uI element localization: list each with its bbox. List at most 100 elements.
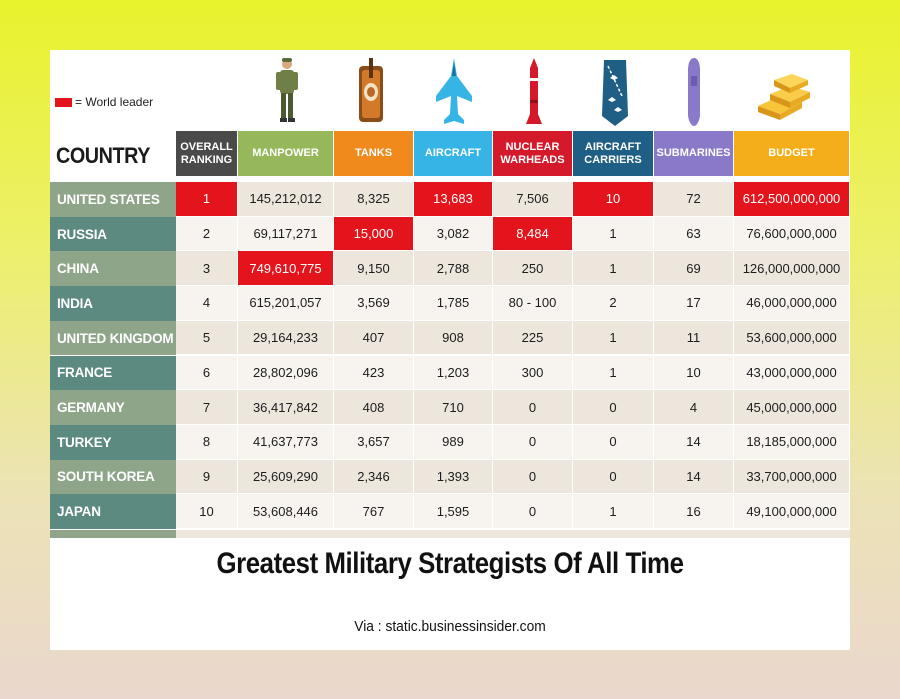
cell-budget: 53,600,000,000: [734, 320, 850, 356]
strip-name-part: [50, 530, 176, 538]
cell-aircraft: 908: [414, 320, 493, 356]
legend-swatch: [55, 97, 72, 107]
cell-carriers: 1: [573, 494, 654, 529]
cell-rank: 3: [176, 251, 238, 287]
cell-tanks: 408: [334, 390, 414, 425]
cell-rank: 8: [176, 424, 238, 460]
cell-aircraft: 989: [414, 424, 493, 460]
cell-tanks: 9,150: [334, 251, 414, 287]
column-header-manpower: MANPOWER: [238, 131, 334, 176]
legend: = World leader: [55, 95, 153, 109]
country-name: UNITED STATES: [50, 182, 176, 217]
tank-icon: [359, 58, 383, 122]
country-name: GERMANY: [50, 390, 176, 425]
aircraft-carrier-icon: [602, 60, 628, 126]
column-header-submarines: SUBMARINES: [654, 131, 734, 176]
cell-submarines: 14: [654, 424, 734, 460]
cell-budget: 43,000,000,000: [734, 355, 850, 391]
legend-label: = World leader: [75, 95, 154, 109]
column-header-budget: BUDGET: [734, 131, 850, 176]
cell-rank: 4: [176, 286, 238, 321]
submarine-icon: [688, 58, 700, 126]
missile-icon: [526, 58, 542, 124]
cell-nuclear: 0: [493, 459, 573, 495]
cell-submarines: 63: [654, 216, 734, 252]
cell-rank: 7: [176, 390, 238, 425]
column-header-carriers: AIRCRAFT CARRIERS: [573, 131, 654, 176]
table-row: JAPAN 10 53,608,446 767 1,595 0 1 16 49,100,000,…: [50, 494, 850, 529]
infographic-card: = World leader: [50, 50, 850, 650]
cell-manpower: 145,212,012: [238, 182, 334, 217]
table-row: UNITED STATES 1 145,212,012 8,325 13,683 7,50…: [50, 182, 850, 217]
cell-rank: 2: [176, 216, 238, 252]
cell-manpower: 36,417,842: [238, 390, 334, 425]
country-name: TURKEY: [50, 424, 176, 460]
cell-aircraft: 710: [414, 390, 493, 425]
table-row: RUSSIA 2 69,117,271 15,000 3,082 8,484 1 63 76,6…: [50, 216, 850, 252]
cell-submarines: 14: [654, 459, 734, 495]
cell-nuclear: 250: [493, 251, 573, 287]
table-row: GERMANY 7 36,417,842 408 710 0 0 4 45,000,000,00…: [50, 390, 850, 425]
table-row: TURKEY 8 41,637,773 3,657 989 0 0 14 18,185,000,…: [50, 424, 850, 460]
cell-budget: 49,100,000,000: [734, 494, 850, 529]
cell-rank: 10: [176, 494, 238, 529]
country-name: JAPAN: [50, 494, 176, 529]
cell-budget: 126,000,000,000: [734, 251, 850, 287]
cell-aircraft: 13,683: [414, 182, 493, 217]
cell-tanks: 2,346: [334, 459, 414, 495]
cell-submarines: 16: [654, 494, 734, 529]
cell-carriers: 2: [573, 286, 654, 321]
cell-submarines: 72: [654, 182, 734, 217]
cell-manpower: 69,117,271: [238, 216, 334, 252]
cell-nuclear: 80 - 100: [493, 286, 573, 321]
soldier-icon: [276, 58, 298, 122]
cell-rank: 1: [176, 182, 238, 217]
country-column-header: COUNTRY: [56, 143, 151, 168]
cell-aircraft: 1,203: [414, 355, 493, 391]
cell-aircraft: 3,082: [414, 216, 493, 252]
cell-nuclear: 225: [493, 320, 573, 356]
table-bottom-strip: [50, 530, 850, 538]
cell-carriers: 1: [573, 355, 654, 391]
cell-carriers: 1: [573, 216, 654, 252]
column-header-tanks: TANKS: [334, 131, 414, 176]
country-name: INDIA: [50, 286, 176, 321]
cell-aircraft: 2,788: [414, 251, 493, 287]
cell-carriers: 1: [573, 251, 654, 287]
cell-carriers: 0: [573, 459, 654, 495]
country-name: FRANCE: [50, 355, 176, 391]
cell-aircraft: 1,393: [414, 459, 493, 495]
cell-tanks: 15,000: [334, 216, 414, 252]
country-name: UNITED KINGDOM: [50, 320, 176, 356]
cell-carriers: 0: [573, 390, 654, 425]
table-row: SOUTH KOREA 9 25,609,290 2,346 1,393 0 0 14 33,7…: [50, 459, 850, 495]
cell-nuclear: 7,506: [493, 182, 573, 217]
cell-submarines: 69: [654, 251, 734, 287]
cell-carriers: 10: [573, 182, 654, 217]
cell-submarines: 4: [654, 390, 734, 425]
cell-nuclear: 0: [493, 390, 573, 425]
page-title: Greatest Military Strategists Of All Tim…: [216, 547, 684, 580]
column-header-nuclear: NUCLEAR WARHEADS: [493, 131, 573, 176]
table-row: FRANCE 6 28,802,096 423 1,203 300 1 10 43,000,00…: [50, 355, 850, 391]
cell-submarines: 17: [654, 286, 734, 321]
cell-manpower: 615,201,057: [238, 286, 334, 321]
table-row: INDIA 4 615,201,057 3,569 1,785 80 - 100 2 17 46…: [50, 286, 850, 321]
cell-submarines: 10: [654, 355, 734, 391]
country-name: SOUTH KOREA: [50, 459, 176, 495]
cell-manpower: 53,608,446: [238, 494, 334, 529]
cell-manpower: 749,610,775: [238, 251, 334, 287]
cell-nuclear: 0: [493, 424, 573, 460]
cell-budget: 18,185,000,000: [734, 424, 850, 460]
cell-nuclear: 0: [493, 494, 573, 529]
cell-nuclear: 8,484: [493, 216, 573, 252]
cell-aircraft: 1,595: [414, 494, 493, 529]
cell-budget: 46,000,000,000: [734, 286, 850, 321]
strip-cell-part: [176, 530, 850, 538]
cell-tanks: 8,325: [334, 182, 414, 217]
column-header-aircraft: AIRCRAFT: [414, 131, 493, 176]
cell-budget: 33,700,000,000: [734, 459, 850, 495]
cell-manpower: 41,637,773: [238, 424, 334, 460]
country-name: CHINA: [50, 251, 176, 287]
cell-manpower: 25,609,290: [238, 459, 334, 495]
